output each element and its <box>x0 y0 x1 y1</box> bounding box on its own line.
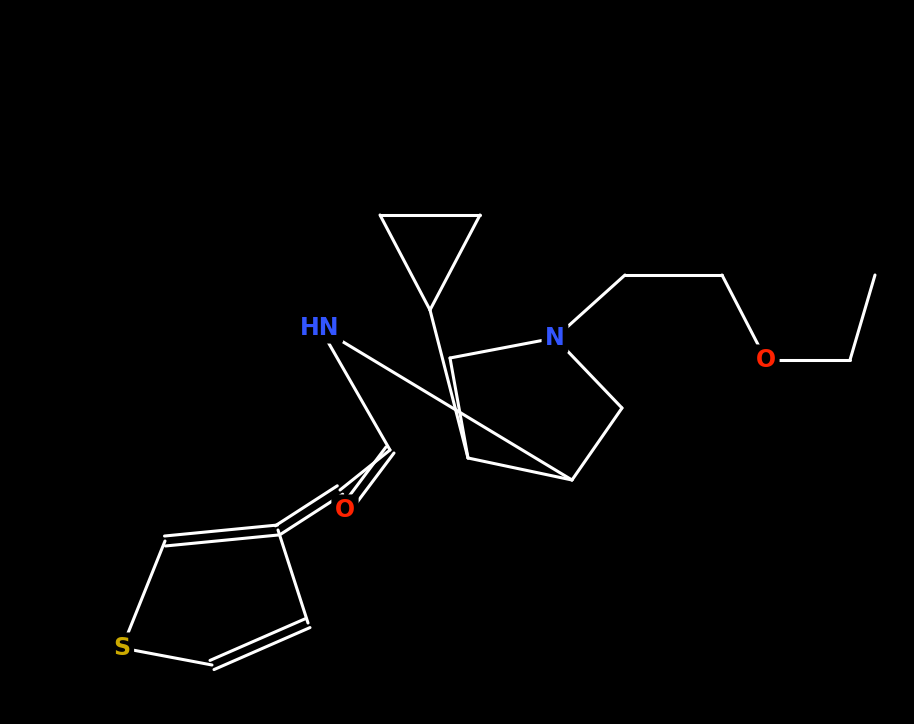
Text: N: N <box>545 326 565 350</box>
Text: O: O <box>335 498 355 522</box>
Text: O: O <box>756 348 776 372</box>
Text: HN: HN <box>301 316 340 340</box>
Text: S: S <box>113 636 131 660</box>
